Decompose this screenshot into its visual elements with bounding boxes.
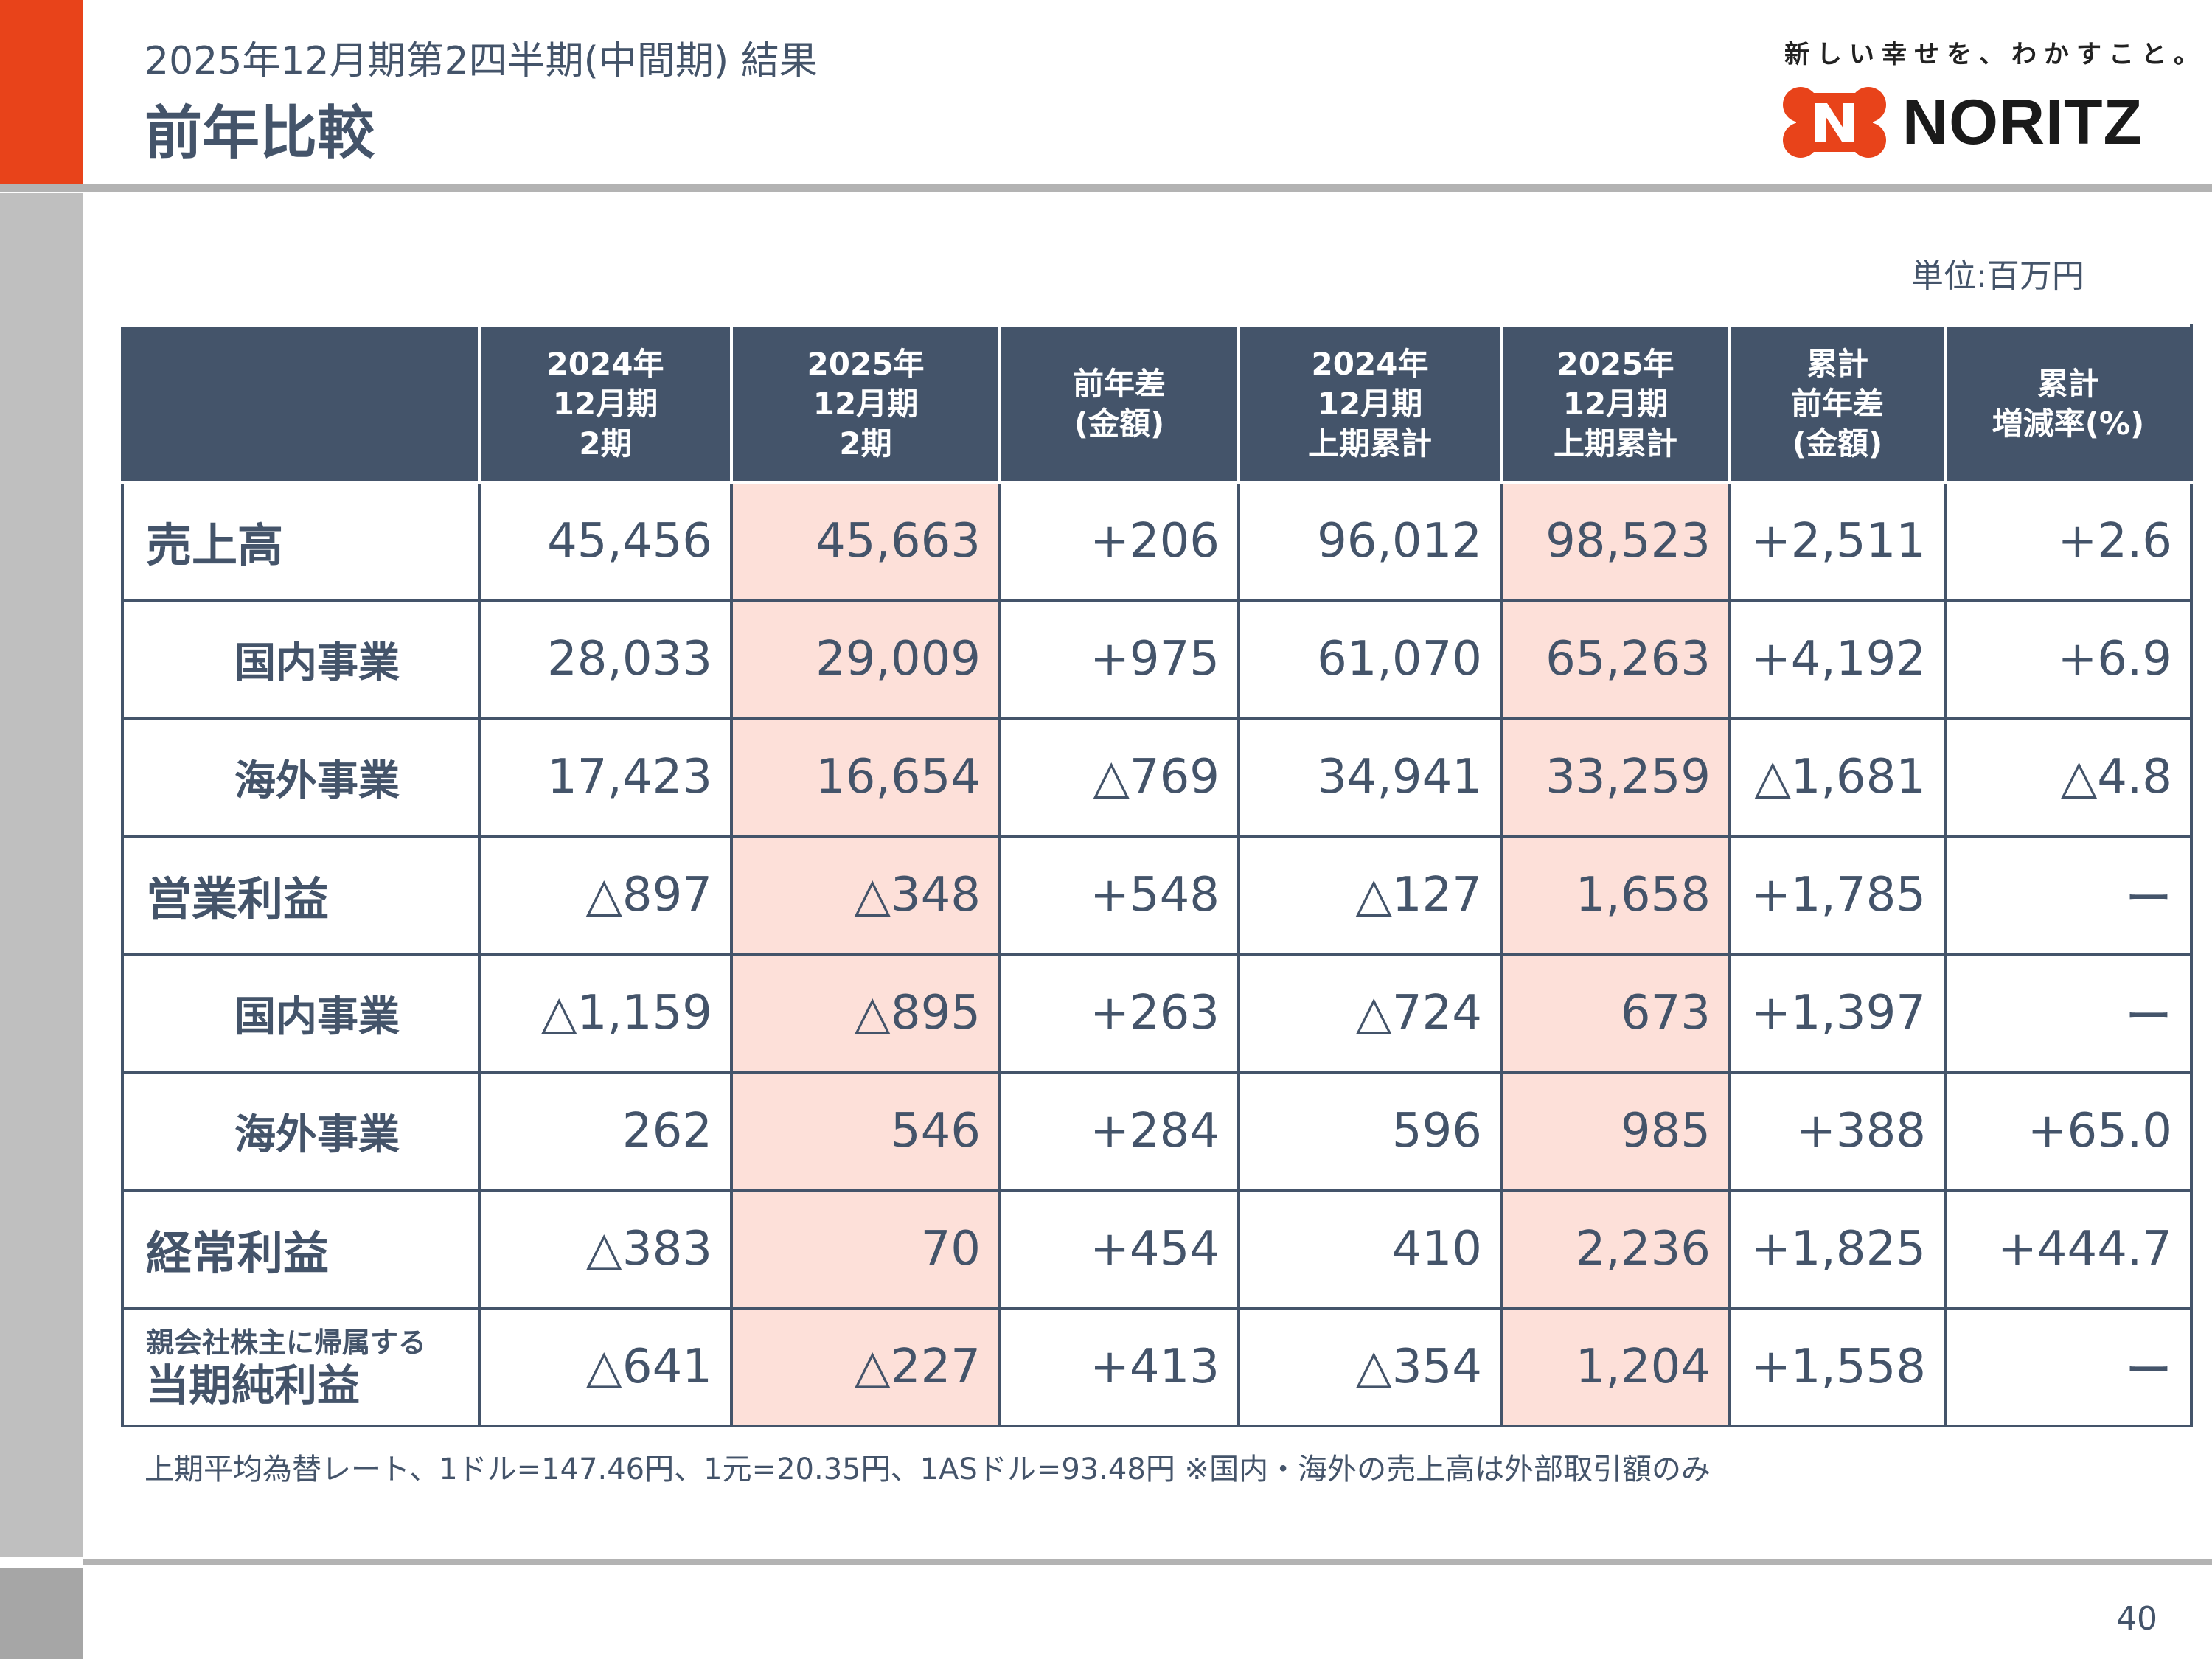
table-cell: ー <box>1944 1307 2193 1427</box>
column-header-2024-q2: 2024年 12月期 2期 <box>478 324 733 484</box>
accent-bar-top <box>0 0 83 184</box>
table-row: 海外事業 17,423 16,654 △769 34,941 33,259 △1… <box>121 717 2193 838</box>
row-label-main: 当期純利益 <box>146 1360 361 1411</box>
table-cell: +413 <box>998 1307 1240 1427</box>
slide-title: 前年比較 <box>145 100 375 167</box>
table-cell: 61,070 <box>1237 599 1503 720</box>
table-cell: 34,941 <box>1237 717 1503 838</box>
table-cell: 28,033 <box>478 599 733 720</box>
noritz-mark-icon <box>1783 87 1886 158</box>
footer-divider <box>83 1559 2212 1565</box>
table-cell: +1,397 <box>1728 953 1947 1074</box>
row-label: 経常利益 <box>121 1189 481 1310</box>
table-cell: 673 <box>1500 953 1731 1074</box>
table-cell: 262 <box>478 1071 733 1192</box>
table-cell: △354 <box>1237 1307 1503 1427</box>
table-cell: 45,456 <box>478 481 733 602</box>
table-row: 親会社株主に帰属する 当期純利益 △641 △227 +413 △354 1,2… <box>121 1307 2193 1427</box>
row-label: 海外事業 <box>121 717 481 838</box>
table-cell: 96,012 <box>1237 481 1503 602</box>
table-cell: +1,825 <box>1728 1189 1947 1310</box>
table-cell: +444.7 <box>1944 1189 2193 1310</box>
table-cell: 16,654 <box>730 717 1001 838</box>
row-label: 営業利益 <box>121 835 481 956</box>
slide-subtitle: 2025年12月期第2四半期(中間期) 結果 <box>145 39 818 83</box>
table-cell: △897 <box>478 835 733 956</box>
table-cell: 33,259 <box>1500 717 1731 838</box>
table-cell: +65.0 <box>1944 1071 2193 1192</box>
column-header-2025-h1: 2025年 12月期 上期累計 <box>1500 324 1731 484</box>
footnote: 上期平均為替レート、1ドル=147.46円、1元=20.35円、1ASドル=93… <box>145 1453 1711 1486</box>
column-header-2024-h1: 2024年 12月期 上期累計 <box>1237 324 1503 484</box>
logo-wordmark: NORITZ <box>1902 86 2143 158</box>
table-cell: 17,423 <box>478 717 733 838</box>
table-cell: +6.9 <box>1944 599 2193 720</box>
side-bar <box>0 193 83 1557</box>
table-cell: +2,511 <box>1728 481 1947 602</box>
unit-label: 単位:百万円 <box>1911 257 2084 295</box>
row-label: 海外事業 <box>121 1071 481 1192</box>
column-header-yoy-diff: 前年差 (金額) <box>998 324 1240 484</box>
table-cell: +388 <box>1728 1071 1947 1192</box>
table-cell: +975 <box>998 599 1240 720</box>
row-label: 国内事業 <box>121 599 481 720</box>
table-cell: 546 <box>730 1071 1001 1192</box>
table-cell: △127 <box>1237 835 1503 956</box>
comparison-table: 2024年 12月期 2期 2025年 12月期 2期 前年差 (金額) 202… <box>121 324 2193 1427</box>
header-divider <box>0 184 2212 192</box>
table-cell: 29,009 <box>730 599 1001 720</box>
row-label: 国内事業 <box>121 953 481 1074</box>
table-cell: ー <box>1944 835 2193 956</box>
column-header-cum-rate: 累計 増減率(%) <box>1944 324 2193 484</box>
table-cell: +1,785 <box>1728 835 1947 956</box>
table-cell: △383 <box>478 1189 733 1310</box>
table-cell: +263 <box>998 953 1240 1074</box>
page-number: 40 <box>2116 1600 2157 1638</box>
column-header-2025-q2: 2025年 12月期 2期 <box>730 324 1001 484</box>
table-cell: 70 <box>730 1189 1001 1310</box>
table-cell: 98,523 <box>1500 481 1731 602</box>
row-label: 売上高 <box>121 481 481 602</box>
table-cell: △641 <box>478 1307 733 1427</box>
table-cell: 1,204 <box>1500 1307 1731 1427</box>
table-cell: +2.6 <box>1944 481 2193 602</box>
table-cell: △769 <box>998 717 1240 838</box>
table-cell: +206 <box>998 481 1240 602</box>
table-cell: 596 <box>1237 1071 1503 1192</box>
side-bar-bottom <box>0 1568 83 1659</box>
table-row: 国内事業 △1,159 △895 +263 △724 673 +1,397 ー <box>121 953 2193 1074</box>
table-cell: ー <box>1944 953 2193 1074</box>
column-header-cum-diff: 累計 前年差 (金額) <box>1728 324 1947 484</box>
table-cell: △227 <box>730 1307 1001 1427</box>
table-row: 海外事業 262 546 +284 596 985 +388 +65.0 <box>121 1071 2193 1192</box>
table-cell: △895 <box>730 953 1001 1074</box>
table-cell: 2,236 <box>1500 1189 1731 1310</box>
table-cell: 45,663 <box>730 481 1001 602</box>
table-cell: △348 <box>730 835 1001 956</box>
table-row: 経常利益 △383 70 +454 410 2,236 +1,825 +444.… <box>121 1189 2193 1310</box>
row-label-prefix: 親会社株主に帰属する <box>146 1326 427 1359</box>
brand-tagline: 新しい幸せを、わかすこと。 <box>1784 40 2206 69</box>
table-cell: △724 <box>1237 953 1503 1074</box>
table-cell: 65,263 <box>1500 599 1731 720</box>
table-cell: 410 <box>1237 1189 1503 1310</box>
table-cell: +284 <box>998 1071 1240 1192</box>
row-label-net-income: 親会社株主に帰属する 当期純利益 <box>121 1307 481 1427</box>
table-cell: 985 <box>1500 1071 1731 1192</box>
table-cell: +454 <box>998 1189 1240 1310</box>
table-cell: △1,159 <box>478 953 733 1074</box>
table-cell: △4.8 <box>1944 717 2193 838</box>
table-cell: +1,558 <box>1728 1307 1947 1427</box>
table-cell: +4,192 <box>1728 599 1947 720</box>
table-row: 営業利益 △897 △348 +548 △127 1,658 +1,785 ー <box>121 835 2193 956</box>
table-cell: 1,658 <box>1500 835 1731 956</box>
column-header-blank <box>121 324 481 484</box>
table-row: 売上高 45,456 45,663 +206 96,012 98,523 +2,… <box>121 481 2193 602</box>
noritz-logo: NORITZ <box>1783 87 2143 158</box>
table-row: 国内事業 28,033 29,009 +975 61,070 65,263 +4… <box>121 599 2193 720</box>
table-header-row: 2024年 12月期 2期 2025年 12月期 2期 前年差 (金額) 202… <box>121 324 2193 484</box>
table-cell: +548 <box>998 835 1240 956</box>
table-cell: △1,681 <box>1728 717 1947 838</box>
